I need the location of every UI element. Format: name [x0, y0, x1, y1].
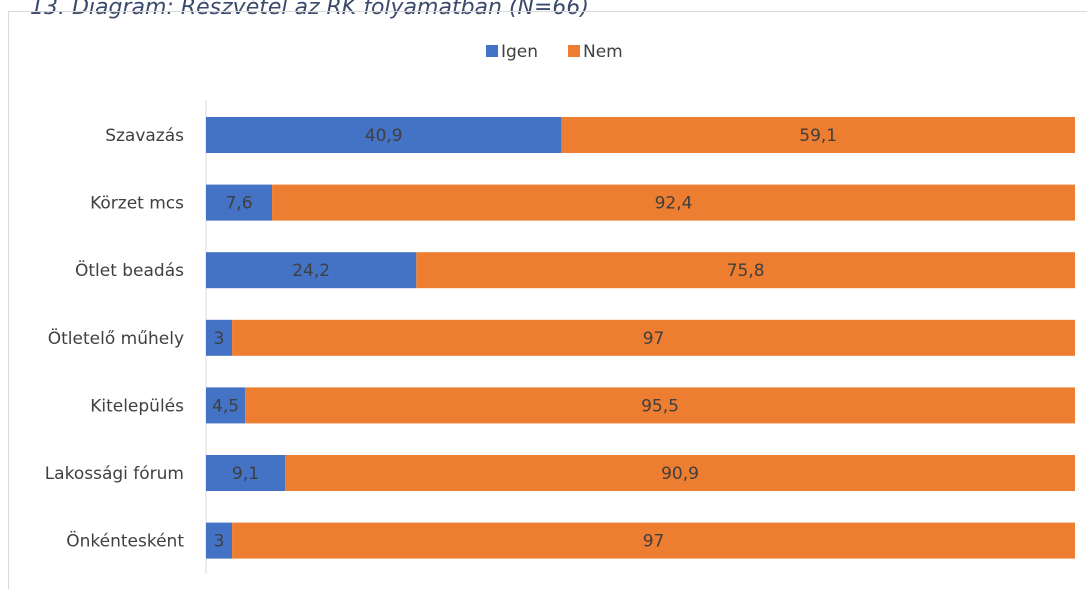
bar-nem-otletelo-muhely — [232, 319, 1075, 356]
bar-igen-korzet-mcs — [206, 184, 273, 221]
bar-igen-kitelepules — [206, 387, 246, 424]
bar-igen-otletelo-muhely — [206, 319, 233, 356]
data-label-igen-otlet-beadas: 24,2 — [292, 261, 330, 281]
bars-group — [206, 117, 1076, 559]
data-label-igen-lakossagi-forum: 9,1 — [232, 464, 259, 484]
data-label-nem-korzet-mcs: 92,4 — [655, 194, 693, 214]
category-label-lakossagi-forum: Lakossági fórum — [45, 464, 184, 484]
legend-label-nem: Nem — [583, 42, 623, 62]
bar-igen-onkenteskent — [206, 522, 233, 559]
bar-igen-otlet-beadas — [206, 252, 417, 289]
bar-nem-korzet-mcs — [272, 184, 1075, 221]
category-label-kitelepules: Kitelepülés — [90, 396, 184, 416]
category-ticks: Szavazás Körzet mcs Ötlet beadás Ötletelő m… — [45, 126, 185, 552]
bar-nem-lakossagi-forum — [285, 455, 1076, 491]
chart-caption: 13. Diagram: Részvétel az RK folyamatban… — [30, 0, 590, 20]
bar-igen-szavazas — [206, 117, 562, 153]
data-label-igen-otletelo-muhely: 3 — [214, 329, 225, 349]
data-label-igen-korzet-mcs: 7,6 — [225, 194, 252, 214]
legend-swatch-nem — [568, 45, 580, 57]
chart-legend: Igen Nem — [486, 42, 623, 62]
category-label-otlet-beadas: Ötlet beadás — [75, 259, 184, 281]
data-label-nem-szavazas: 59,1 — [799, 126, 837, 146]
data-label-igen-szavazas: 40,9 — [365, 126, 403, 146]
bar-nem-szavazas — [561, 117, 1075, 153]
chart-area — [8, 11, 1087, 589]
data-label-igen-kitelepules: 4,5 — [212, 396, 239, 416]
bar-nem-otlet-beadas — [416, 252, 1076, 289]
data-label-igen-onkenteskent: 3 — [214, 532, 225, 552]
data-label-nem-onkenteskent: 97 — [643, 532, 665, 552]
data-label-nem-otlet-beadas: 75,8 — [727, 261, 765, 281]
data-label-nem-lakossagi-forum: 90,9 — [661, 464, 699, 484]
bar-igen-lakossagi-forum — [206, 455, 286, 491]
legend-swatch-igen — [486, 45, 498, 57]
category-label-szavazas: Szavazás — [105, 126, 184, 146]
category-label-otletelo-muhely: Ötletelő műhely — [48, 327, 184, 349]
category-label-korzet-mcs: Körzet mcs — [90, 194, 184, 214]
data-label-nem-kitelepules: 95,5 — [641, 396, 679, 416]
bar-nem-onkenteskent — [232, 522, 1075, 559]
data-labels: 40,9 59,1 7,6 92,4 24,2 75,8 3 97 4,5 95,5 9,1 90,9… — [212, 126, 837, 552]
data-label-nem-otletelo-muhely: 97 — [643, 329, 665, 349]
category-label-onkenteskent: Önkéntesként — [66, 530, 184, 552]
legend-label-igen: Igen — [501, 42, 538, 62]
bar-nem-kitelepules — [245, 387, 1076, 424]
